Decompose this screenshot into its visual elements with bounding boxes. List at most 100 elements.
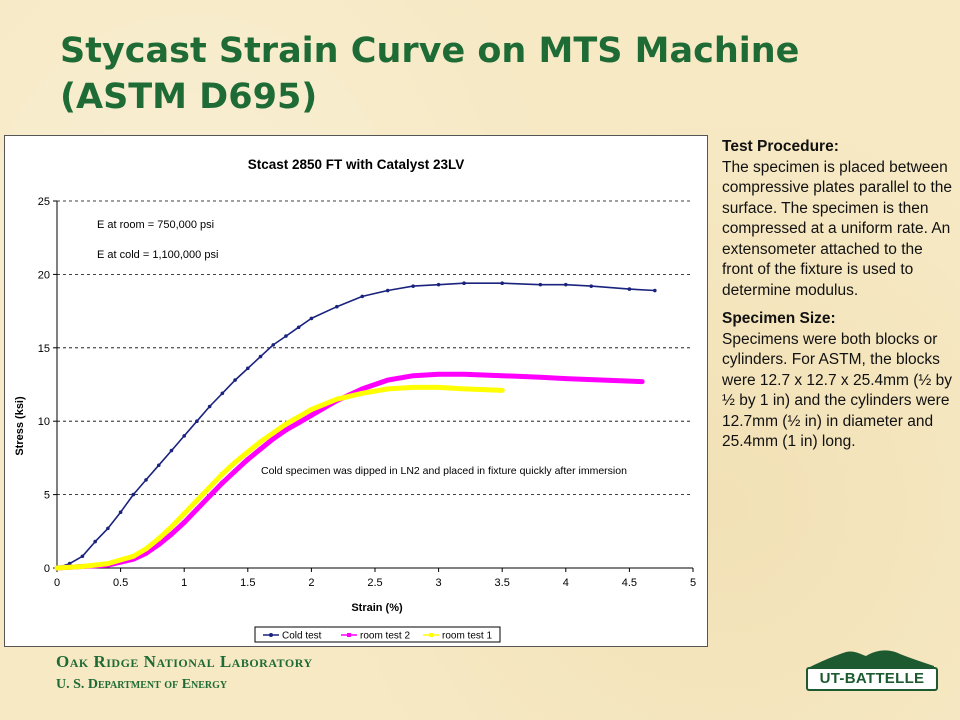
data-point (258, 439, 263, 444)
data-point (385, 288, 390, 293)
data-point (385, 378, 390, 383)
data-point (245, 457, 250, 462)
data-point (156, 536, 161, 541)
x-tick-label-4: 2 (308, 577, 314, 589)
data-point (500, 388, 505, 393)
data-point (436, 385, 441, 390)
data-point (258, 447, 263, 452)
data-point (169, 524, 174, 529)
x-tick-label-0: 0 (54, 577, 60, 589)
y-tick-label-0: 0 (44, 563, 50, 575)
procedure-heading: Test Procedure: (722, 138, 839, 155)
slide-title: Stycast Strain Curve on MTS Machine (AST… (60, 28, 920, 120)
y-tick-label-4: 20 (38, 269, 50, 281)
mountain-icon (808, 650, 934, 668)
data-point (144, 546, 149, 551)
data-point (563, 376, 568, 381)
data-point (538, 375, 543, 380)
data-point (169, 532, 174, 537)
data-point (220, 472, 225, 477)
data-point (182, 520, 187, 525)
data-point (131, 557, 136, 562)
data-point (271, 436, 276, 441)
data-point (182, 434, 186, 438)
data-point (118, 510, 123, 515)
data-point (601, 378, 606, 383)
x-tick-label-8: 4 (563, 577, 569, 589)
data-point (296, 325, 301, 330)
series-line-0 (56, 282, 656, 569)
legend-marker-1 (347, 633, 351, 637)
data-point (283, 422, 288, 427)
stress-strain-chart: 0 5 10 15 20 25 0 0.5 1 1.5 2 2.5 3 3.5 4 4.5 5 Stcast 2… (14, 157, 696, 643)
data-point (182, 511, 187, 516)
department-name: U. S. Department of Energy (56, 677, 228, 692)
data-point (80, 564, 85, 569)
series-cold-test (55, 281, 657, 570)
data-point (67, 561, 72, 566)
annotation-cold-modulus: E at cold = 1,100,000 psi (97, 249, 218, 261)
data-point (462, 372, 467, 377)
data-point (156, 542, 161, 547)
data-point (360, 386, 365, 391)
data-point (589, 284, 594, 288)
x-tick-label-5: 2.5 (367, 577, 382, 589)
series-line-2 (54, 384, 505, 571)
data-point (271, 343, 276, 347)
plot-area: 0 5 10 15 20 25 0 0.5 1 1.5 2 2.5 3 3.5 4 4.5 5 (38, 196, 696, 589)
data-point (195, 419, 199, 424)
data-point (500, 281, 505, 286)
data-point (207, 404, 212, 409)
data-point (245, 450, 250, 455)
data-point (106, 526, 110, 531)
chart-frame: 0 5 10 15 20 25 0 0.5 1 1.5 2 2.5 3 3.5 4 4.5 5 Stcast 2… (4, 135, 708, 647)
data-point (436, 282, 441, 287)
data-point (194, 498, 199, 503)
legend-label-1: room test 2 (360, 631, 410, 642)
data-point (360, 391, 365, 396)
x-tick-label-7: 3.5 (495, 577, 510, 589)
data-point (322, 405, 327, 410)
data-point (564, 282, 568, 287)
data-point (207, 485, 212, 490)
procedure-body: The specimen is placed between compressi… (722, 158, 953, 299)
y-tick-label-2: 10 (38, 416, 50, 428)
y-axis-label: Stress (ksi) (14, 396, 26, 456)
x-tick-label-2: 1 (181, 577, 187, 589)
data-point (309, 407, 314, 412)
data-point (156, 463, 161, 468)
x-tick-label-6: 3 (436, 577, 442, 589)
data-point (296, 414, 301, 419)
lab-name: Oak Ridge National Laboratory (56, 652, 313, 671)
data-point (309, 316, 314, 321)
data-point (233, 469, 238, 474)
data-point (500, 373, 505, 378)
data-point (411, 373, 416, 378)
x-tick-label-1: 0.5 (113, 577, 128, 589)
data-point (233, 460, 238, 465)
legend-marker-0 (269, 633, 273, 637)
specimen-size-body: Specimens were both blocks or cylinders.… (722, 330, 953, 451)
data-point (233, 378, 237, 382)
title-line-1: Stycast Strain Curve on MTS Machine (60, 31, 800, 71)
data-point (194, 507, 199, 512)
data-point (385, 386, 390, 391)
data-point (538, 282, 543, 287)
data-point (220, 480, 225, 485)
data-point (131, 492, 136, 497)
specimen-size-heading: Specimen Size: (722, 310, 836, 327)
legend-marker-2 (429, 633, 433, 637)
annotation-cold-specimen: Cold specimen was dipped in LN2 and plac… (261, 465, 627, 477)
data-point (309, 413, 314, 418)
legend-box (254, 626, 501, 643)
legend-label-2: room test 1 (442, 631, 492, 642)
title-line-2: (ASTM D695) (60, 77, 318, 117)
data-point (462, 281, 466, 286)
data-point (144, 551, 149, 556)
data-point (334, 397, 339, 402)
side-description: Test Procedure: The specimen is placed b… (722, 137, 954, 461)
x-tick-label-9: 4.5 (622, 577, 637, 589)
x-tick-label-3: 1.5 (240, 577, 255, 589)
chart-legend: Cold test room test 2 room test 1 (254, 626, 501, 643)
data-point (80, 554, 85, 559)
